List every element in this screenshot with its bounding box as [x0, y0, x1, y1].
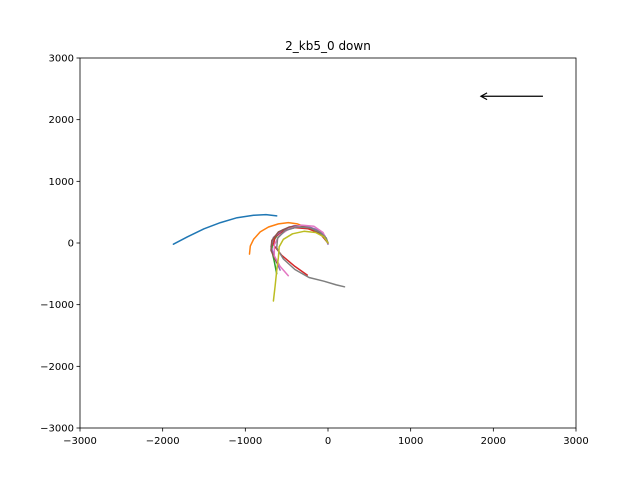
y-tick-label: −2000	[40, 362, 74, 373]
x-tick-label: −2000	[146, 436, 180, 447]
series-line-1	[172, 213, 278, 245]
series-line-8	[275, 226, 346, 288]
series-line-4	[272, 226, 329, 276]
chart-title: 2_kb5_0 down	[285, 39, 371, 53]
y-tick-label: 0	[68, 239, 74, 250]
series-line-2	[248, 221, 305, 255]
x-tick-label: −3000	[63, 436, 97, 447]
y-tick-label: 1000	[49, 177, 74, 188]
series-line-9	[272, 230, 329, 302]
ticks-layer: −3000 −2000 −1000 0 1000 2000 3000 −3000 −2000 −1…	[40, 54, 589, 448]
annotation-layer	[479, 92, 543, 101]
arrow-head	[479, 92, 488, 101]
x-tick-label: 0	[325, 436, 331, 447]
x-tick-label: 3000	[563, 436, 588, 447]
direction-arrow	[479, 92, 543, 101]
y-tick-label: −3000	[40, 424, 74, 435]
x-tick-label: 2000	[481, 436, 506, 447]
x-tick-label: −1000	[228, 436, 262, 447]
x-tick-label: 1000	[398, 436, 423, 447]
y-tick-label: −1000	[40, 300, 74, 311]
series-layer	[172, 213, 346, 302]
y-tick-label: 2000	[49, 115, 74, 126]
series-line-6	[270, 224, 329, 264]
y-tick-label: 3000	[49, 54, 74, 65]
